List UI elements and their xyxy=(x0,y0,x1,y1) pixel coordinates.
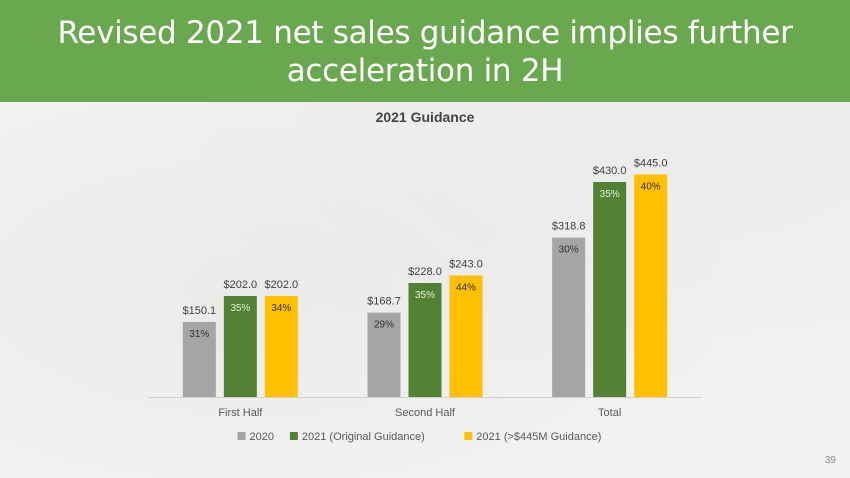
data-label: $202.0 xyxy=(224,279,258,291)
page-number: 39 xyxy=(824,455,836,466)
x-tick-label: Total xyxy=(598,407,621,419)
title-banner: Revised 2021 net sales guidance implies … xyxy=(0,0,850,102)
data-label: $318.8 xyxy=(552,221,586,233)
bar xyxy=(408,283,442,397)
percent-label: 29% xyxy=(374,320,394,331)
percent-label: 35% xyxy=(600,189,620,200)
slide-title: Revised 2021 net sales guidance implies … xyxy=(0,14,850,90)
percent-label: 35% xyxy=(230,303,250,314)
data-label: $150.1 xyxy=(183,305,217,317)
x-tick-label: Second Half xyxy=(395,407,456,419)
percent-label: 44% xyxy=(456,283,476,294)
slide-title-line-2: acceleration in 2H xyxy=(286,53,564,89)
legend-label: 2021 (Original Guidance) xyxy=(302,431,425,443)
legend-swatch xyxy=(464,432,473,440)
percent-label: 35% xyxy=(415,290,435,301)
data-label: $430.0 xyxy=(593,165,627,177)
legend-label: 2021 (>$445M Guidance) xyxy=(476,431,601,443)
x-tick-label: First Half xyxy=(218,407,263,419)
data-label: $168.7 xyxy=(367,296,401,308)
percent-label: 34% xyxy=(271,303,291,314)
data-label: $228.0 xyxy=(408,266,442,278)
bar xyxy=(182,321,216,397)
percent-label: 40% xyxy=(641,182,661,193)
data-label: $202.0 xyxy=(265,279,299,291)
legend-label: 2020 xyxy=(250,431,274,443)
percent-label: 30% xyxy=(559,245,579,256)
data-label: $243.0 xyxy=(449,259,483,271)
bar xyxy=(552,237,586,397)
slide-title-line-1: Revised 2021 net sales guidance implies … xyxy=(57,15,793,51)
bar xyxy=(634,174,668,397)
bar xyxy=(264,296,298,397)
bar xyxy=(593,182,627,397)
legend-swatch xyxy=(289,432,298,440)
percent-label: 31% xyxy=(189,329,209,340)
data-label: $445.0 xyxy=(634,158,668,170)
bar xyxy=(223,296,257,397)
legend-swatch xyxy=(237,432,246,440)
bar xyxy=(367,312,401,397)
bar xyxy=(449,275,483,397)
chart-title: 2021 Guidance xyxy=(375,109,475,125)
